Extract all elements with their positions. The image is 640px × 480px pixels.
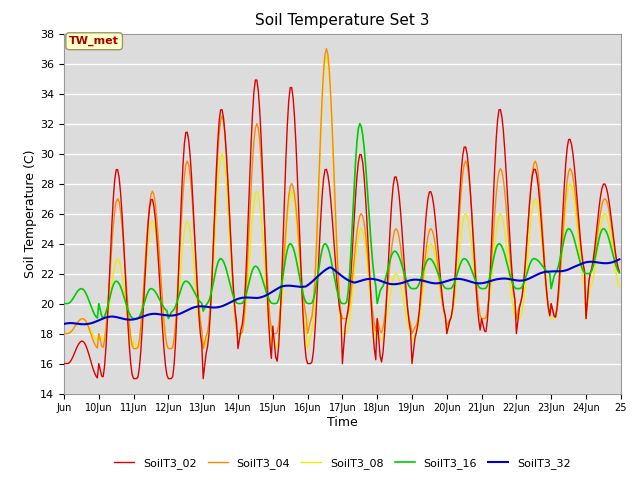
SoilT3_16 [356,120,364,126]
SoilT3_02 [60,360,68,366]
SoilT3_08 [541,281,549,287]
SoilT3_16 [60,300,68,306]
Title: Soil Temperature Set 3: Soil Temperature Set 3 [255,13,429,28]
SoilT3_16 [541,267,549,273]
SoilT3_08 [164,346,172,351]
SoilT3_32 [540,269,548,275]
SoilT3_04 [60,331,68,336]
Y-axis label: Soil Temperature (C): Soil Temperature (C) [24,149,37,278]
SoilT3_08 [60,331,68,336]
SoilT3_04 [614,265,621,271]
SoilT3_32 [81,322,88,327]
SoilT3_32 [348,279,355,285]
Line: SoilT3_32: SoilT3_32 [64,259,620,324]
SoilT3_32 [612,258,620,264]
SoilT3_16 [616,270,623,276]
SoilT3_02 [79,338,86,344]
SoilT3_04 [541,270,549,276]
SoilT3_16 [348,245,355,251]
SoilT3_02 [459,152,467,158]
SoilT3_02 [616,269,623,275]
SoilT3_04 [97,337,104,343]
SoilT3_04 [130,346,138,351]
SoilT3_04 [323,46,330,51]
SoilT3_08 [79,316,86,322]
SoilT3_16 [79,286,86,292]
Text: TW_met: TW_met [69,36,119,47]
SoilT3_16 [130,316,138,322]
SoilT3_32 [79,322,86,327]
SoilT3_16 [614,268,621,274]
SoilT3_32 [458,276,465,282]
SoilT3_02 [130,376,138,382]
X-axis label: Time: Time [327,416,358,429]
Legend: SoilT3_02, SoilT3_04, SoilT3_08, SoilT3_16, SoilT3_32: SoilT3_02, SoilT3_04, SoilT3_08, SoilT3_… [109,453,575,473]
SoilT3_02 [97,367,104,373]
SoilT3_02 [614,264,621,270]
SoilT3_04 [459,171,467,177]
SoilT3_32 [60,321,68,327]
Line: SoilT3_16: SoilT3_16 [64,123,620,319]
SoilT3_04 [79,316,86,322]
SoilT3_02 [349,244,356,250]
Line: SoilT3_04: SoilT3_04 [64,48,620,348]
SoilT3_08 [349,289,356,295]
SoilT3_16 [97,307,104,313]
SoilT3_04 [616,269,623,275]
SoilT3_08 [614,280,621,286]
SoilT3_32 [616,256,623,262]
SoilT3_32 [98,316,106,322]
SoilT3_02 [252,77,259,83]
Line: SoilT3_08: SoilT3_08 [64,56,620,348]
SoilT3_02 [541,276,549,281]
SoilT3_08 [459,219,467,225]
Line: SoilT3_02: SoilT3_02 [64,80,620,379]
SoilT3_16 [459,256,467,262]
SoilT3_08 [323,53,330,59]
SoilT3_08 [616,284,623,290]
SoilT3_08 [97,334,104,340]
SoilT3_04 [349,274,356,279]
